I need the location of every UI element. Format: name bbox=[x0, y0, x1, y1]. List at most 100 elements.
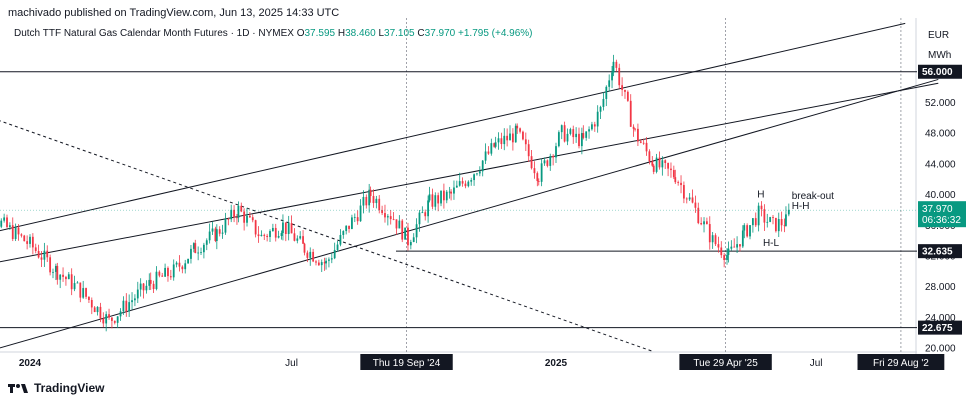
candle-body bbox=[431, 194, 434, 207]
candle-body bbox=[43, 250, 46, 260]
candle-body bbox=[342, 231, 345, 235]
candle-body bbox=[260, 234, 263, 237]
candle-body bbox=[540, 163, 543, 182]
candle-body bbox=[527, 144, 530, 157]
candle-body bbox=[575, 133, 578, 138]
candle-body bbox=[274, 227, 277, 238]
annotation-label: H bbox=[757, 190, 764, 201]
candle-body bbox=[757, 205, 760, 226]
candle-body bbox=[200, 252, 202, 254]
candle-body bbox=[290, 223, 293, 234]
candle-body bbox=[651, 161, 654, 166]
candle-body bbox=[618, 67, 621, 86]
candle-body bbox=[197, 252, 200, 254]
candle-body bbox=[148, 279, 151, 286]
candle-body bbox=[277, 235, 280, 238]
candle-body bbox=[772, 217, 774, 218]
candle-body bbox=[514, 125, 517, 143]
candle-body bbox=[621, 85, 624, 90]
candle-body bbox=[727, 248, 730, 256]
candle-body bbox=[205, 240, 208, 245]
candle-body bbox=[49, 257, 52, 273]
candle-body bbox=[172, 264, 175, 278]
candle-body bbox=[593, 124, 596, 127]
candle-body bbox=[82, 288, 85, 298]
candle-body bbox=[56, 265, 59, 280]
candle-body bbox=[73, 283, 76, 290]
y-tick-label: 28.000 bbox=[925, 282, 956, 293]
high-value: 38.460 bbox=[345, 28, 376, 39]
candle-body bbox=[511, 133, 514, 143]
candle-body bbox=[293, 233, 296, 241]
candle-body bbox=[680, 182, 682, 186]
candle-body bbox=[365, 196, 368, 206]
candle-body bbox=[736, 244, 738, 248]
candle-body bbox=[588, 129, 590, 132]
candle-body bbox=[703, 221, 705, 225]
candle-body bbox=[674, 177, 677, 183]
candle-body bbox=[683, 185, 685, 199]
candle-body bbox=[131, 300, 133, 303]
candle-body bbox=[175, 262, 178, 265]
candle-body bbox=[672, 170, 675, 178]
candle-body bbox=[519, 128, 521, 132]
candle-body bbox=[111, 317, 113, 321]
candle-body bbox=[546, 160, 549, 166]
trendline-descending-dashed[interactable] bbox=[0, 110, 653, 352]
trendline-channel-middle[interactable] bbox=[0, 82, 939, 267]
candle-body bbox=[760, 205, 763, 210]
candle-body bbox=[20, 234, 23, 236]
candle-body bbox=[582, 133, 585, 138]
candle-body bbox=[580, 133, 583, 147]
candle-body bbox=[563, 125, 566, 142]
candle-body bbox=[384, 213, 386, 218]
x-tick-label: Jul bbox=[285, 358, 298, 369]
countdown-timer-label: 06:36:32 bbox=[922, 215, 961, 226]
candle-body bbox=[487, 151, 490, 154]
level-price-label: 56.000 bbox=[922, 67, 953, 78]
candle-body bbox=[751, 218, 754, 226]
brand-name: TradingView bbox=[34, 381, 105, 395]
candle-body bbox=[516, 125, 519, 129]
candle-body bbox=[40, 257, 43, 260]
candle-body bbox=[325, 260, 327, 264]
candle-body bbox=[524, 139, 527, 145]
candle-body bbox=[730, 246, 733, 249]
candle-body bbox=[152, 283, 155, 290]
candle-body bbox=[448, 191, 451, 193]
candle-body bbox=[591, 124, 593, 130]
candle-body bbox=[178, 262, 181, 267]
candle-body bbox=[697, 207, 700, 224]
candle-body bbox=[615, 61, 618, 68]
candle-body bbox=[136, 289, 139, 299]
currency-label: EUR bbox=[928, 30, 950, 41]
candle-body bbox=[645, 142, 648, 152]
candle-body bbox=[116, 316, 119, 323]
candle-body bbox=[652, 165, 655, 172]
candle-body bbox=[208, 231, 211, 241]
candle-body bbox=[233, 209, 235, 218]
trendline-channel-upper[interactable] bbox=[0, 22, 906, 237]
candle-body bbox=[428, 194, 431, 201]
candle-body bbox=[85, 288, 87, 297]
candle-body bbox=[254, 220, 257, 235]
candle-body bbox=[280, 233, 283, 236]
candle-body bbox=[642, 142, 645, 144]
trendline-channel-lower[interactable] bbox=[0, 78, 939, 352]
time-marker-badge bbox=[360, 354, 453, 370]
candle-body bbox=[389, 216, 392, 220]
candle-body bbox=[14, 227, 17, 240]
candle-body bbox=[461, 181, 464, 184]
candle-body bbox=[392, 219, 395, 220]
candle-body bbox=[743, 225, 746, 231]
candle-body bbox=[481, 160, 484, 172]
time-marker-label: Thu 19 Sep '24 bbox=[373, 358, 441, 369]
candle-body bbox=[509, 133, 511, 141]
candle-body bbox=[330, 258, 333, 260]
candle-body bbox=[443, 190, 445, 201]
candle-body bbox=[306, 252, 309, 258]
candle-body bbox=[328, 259, 330, 261]
candle-body bbox=[345, 225, 348, 232]
candle-body bbox=[533, 168, 536, 174]
